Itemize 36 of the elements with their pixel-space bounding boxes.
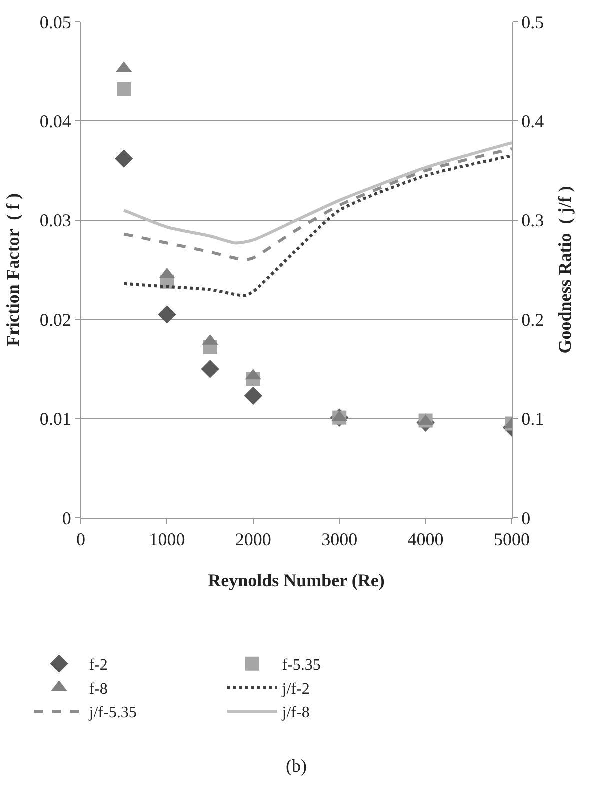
x-tick-label: 3000 bbox=[322, 530, 358, 550]
y-axis-title: Friction Factor ( f ) bbox=[3, 193, 24, 347]
text: (b) bbox=[286, 756, 307, 776]
legend-label: f-8 bbox=[89, 680, 108, 698]
y-tick-label: 0 bbox=[62, 508, 72, 528]
x-tick-label: 2000 bbox=[235, 530, 272, 550]
y-tick-label: 0.05 bbox=[40, 12, 72, 32]
y2-axis-title: Goodness Ratio ( j/f ) bbox=[555, 186, 576, 354]
point bbox=[201, 360, 220, 378]
y2-tick-label: 0.2 bbox=[522, 310, 544, 330]
point bbox=[115, 150, 134, 168]
legend-label: j/f-5.35 bbox=[88, 704, 137, 722]
x-axis-title: Reynolds Number (Re) bbox=[208, 570, 385, 591]
y2-tick-label: 0.1 bbox=[522, 409, 544, 430]
point bbox=[158, 306, 176, 324]
y2-tick-label: 0 bbox=[522, 508, 531, 528]
x-tick-label: 5000 bbox=[494, 530, 530, 550]
y-tick-label: 0.03 bbox=[40, 210, 72, 231]
line-series bbox=[122, 154, 512, 298]
y2-tick-label: 0.5 bbox=[522, 12, 544, 32]
point bbox=[117, 82, 132, 96]
x-tick-label: 4000 bbox=[408, 530, 444, 550]
y2-tick-label: 0.4 bbox=[522, 112, 544, 132]
line-series bbox=[122, 147, 512, 262]
legend-label: j/f-8 bbox=[281, 704, 310, 722]
legend-label: f-2 bbox=[89, 657, 108, 674]
legend-label: f-5.35 bbox=[282, 657, 321, 674]
x-tick-label: 1000 bbox=[149, 530, 186, 550]
y-tick-label: 0.04 bbox=[40, 112, 72, 132]
point bbox=[244, 386, 262, 406]
line-series bbox=[122, 142, 512, 245]
y-tick-label: 0.01 bbox=[40, 409, 72, 430]
x-tick-label: 0 bbox=[76, 530, 86, 550]
y2-tick-label: 0.3 bbox=[522, 210, 544, 231]
legend-label: j/f-2 bbox=[281, 680, 310, 698]
y-tick-label: 0.02 bbox=[40, 310, 72, 330]
